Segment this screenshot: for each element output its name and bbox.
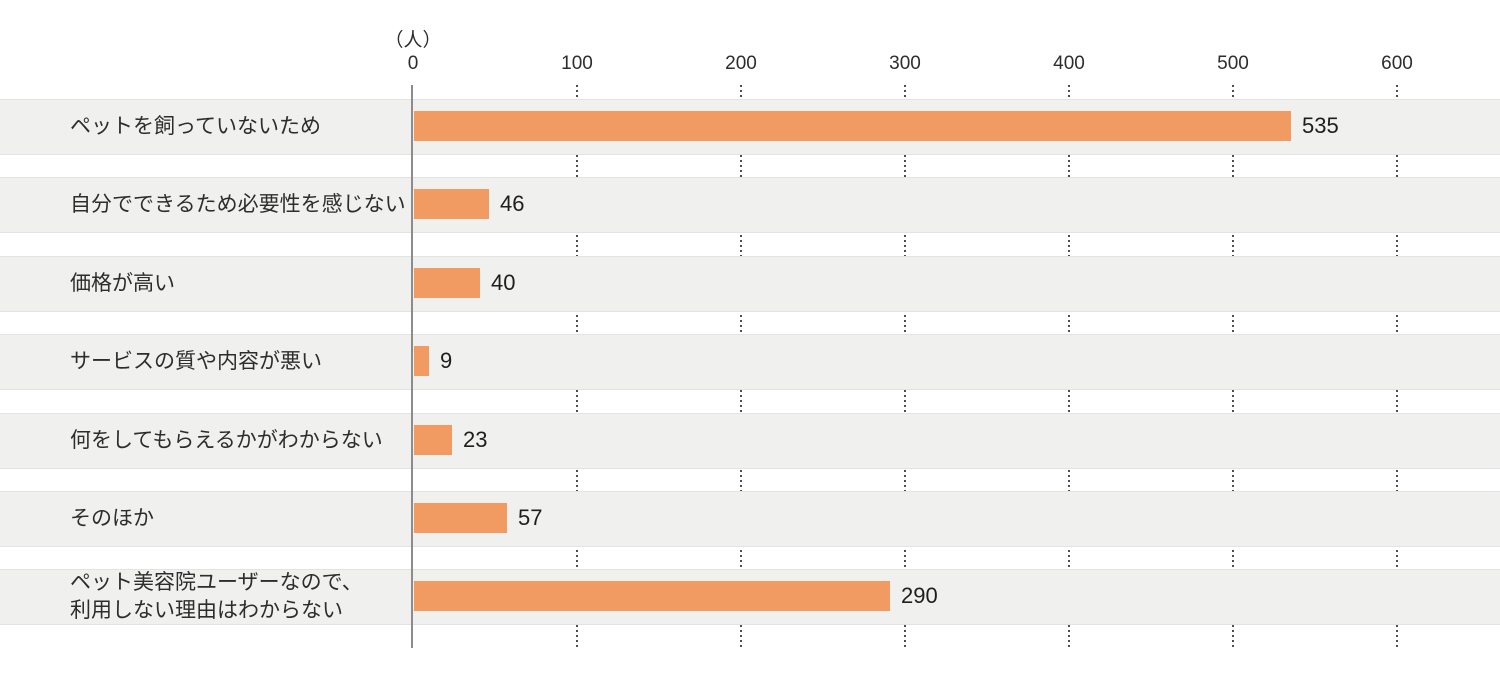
value-label: 57 [518, 505, 543, 530]
category-label: そのほか [70, 507, 154, 530]
bar [414, 346, 429, 376]
value-label: 535 [1302, 113, 1339, 138]
zero-axis-line [411, 85, 413, 648]
category-band: サービスの質や内容が悪い [0, 334, 1500, 390]
category-band: 何をしてもらえるかがわからない [0, 413, 1500, 469]
category-label: 自分でできるため必要性を感じない [70, 193, 406, 216]
category-label: 何をしてもらえるかがわからない [70, 429, 383, 452]
value-label: 46 [500, 191, 525, 216]
category-band: そのほか [0, 491, 1500, 547]
category-label: サービスの質や内容が悪い [70, 350, 322, 373]
value-label: 23 [463, 427, 488, 452]
bar [414, 581, 890, 611]
x-tick-label: 400 [1053, 53, 1085, 74]
x-tick-label: 100 [561, 53, 593, 74]
bar [414, 425, 452, 455]
category-label: ペット美容院ユーザーなので、 利用しない理由はわからない [70, 571, 363, 622]
x-tick-label: 500 [1217, 53, 1249, 74]
category-band: 自分でできるため必要性を感じない [0, 177, 1500, 233]
category-label: 価格が高い [70, 272, 175, 295]
bar [414, 503, 507, 533]
bar [414, 268, 480, 298]
bar [414, 111, 1291, 141]
value-label: 40 [491, 270, 516, 295]
axis-unit-label: （人） [384, 30, 442, 51]
x-tick-label: 0 [407, 53, 419, 74]
value-label: 290 [901, 583, 938, 608]
bar [414, 189, 489, 219]
x-tick-label: 600 [1381, 53, 1413, 74]
x-tick-label: 300 [889, 53, 921, 74]
category-label: ペットを飼っていないため [70, 115, 321, 138]
x-tick-label: 200 [725, 53, 757, 74]
category-band: 価格が高い [0, 256, 1500, 312]
value-label: 9 [440, 348, 453, 373]
